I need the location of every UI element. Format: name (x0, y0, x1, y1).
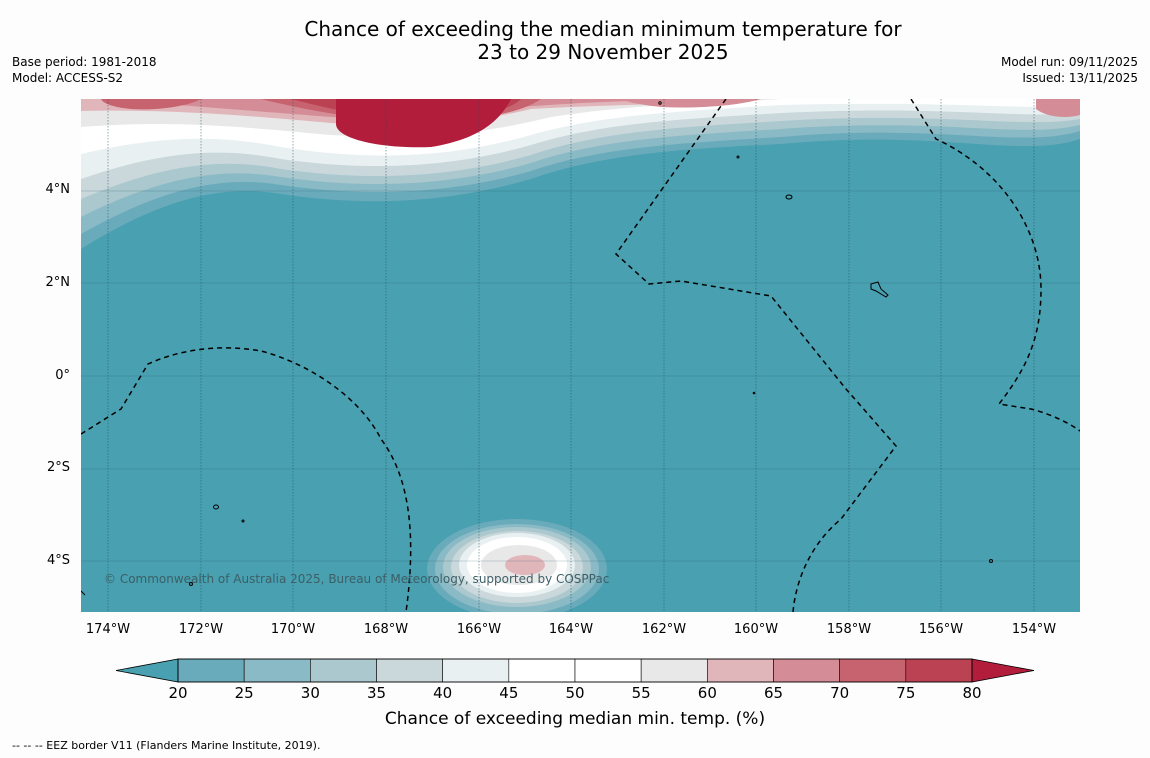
colorbar-tick-label: 40 (433, 684, 453, 702)
colorbar-cell (574, 658, 642, 683)
colorbar-tick-label: 55 (631, 684, 651, 702)
graticule (81, 99, 1080, 612)
eez-legend-note: -- -- -- EEZ border V11 (Flanders Marine… (12, 739, 321, 752)
colorbar-tick-label: 70 (830, 684, 850, 702)
colorbar-tick-label: 50 (565, 684, 585, 702)
colorbar-label: Chance of exceeding median min. temp. (%… (384, 709, 766, 729)
issued-date: Issued: 13/11/2025 (1022, 71, 1138, 85)
warm-anomaly-north (81, 99, 1080, 249)
lat-label-0: 0° (55, 368, 70, 383)
title-line-1: Chance of exceeding the median minimum t… (304, 17, 902, 41)
model-run: Model run: 09/11/2025 (1000, 55, 1138, 69)
base-period: Base period: 1981-2018 (12, 55, 157, 69)
colorbar-cell (707, 658, 774, 683)
eez-borders (81, 99, 1080, 612)
colorbar-tick-label: 60 (697, 684, 717, 702)
colorbar-tick-label: 45 (499, 684, 519, 702)
meta-left: Base period: 1981-2018 Model: ACCESS-S2 (12, 54, 157, 86)
colorbar-cell (640, 658, 708, 683)
lon-label-166w: 166°W (456, 622, 502, 637)
lon-label-168w: 168°W (363, 622, 409, 637)
lon-label-162w: 162°W (641, 622, 687, 637)
lon-label-160w: 160°W (733, 622, 779, 637)
lat-label-2s: 2°S (46, 460, 70, 475)
colorbar-tick-label: 75 (896, 684, 916, 702)
colorbar-cell (839, 658, 907, 683)
colorbar-tick-label: 25 (234, 684, 254, 702)
lon-label-154w: 154°W (1011, 622, 1057, 637)
title-line-2: 23 to 29 November 2025 (477, 40, 729, 64)
colorbar-extend-low (116, 659, 178, 682)
chart-title: Chance of exceeding the median minimum t… (0, 18, 1150, 64)
colorbar-tick-label: 30 (300, 684, 320, 702)
colorbar-cell (177, 658, 245, 683)
lon-label-170w: 170°W (270, 622, 316, 637)
lat-label-4n: 4°N (45, 182, 71, 197)
colorbar-cell (310, 658, 377, 683)
copyright-notice: © Commonwealth of Australia 2025, Bureau… (104, 572, 610, 586)
colorbar-cell (905, 658, 973, 683)
forecast-map[interactable] (81, 99, 1080, 612)
colorbar-tick-label: 35 (366, 684, 387, 702)
islands (81, 101, 993, 596)
lon-label-164w: 164°W (548, 622, 594, 637)
model-name: Model: ACCESS-S2 (12, 71, 124, 85)
lon-label-172w: 172°W (178, 622, 224, 637)
lat-label-4s: 4°S (46, 553, 70, 568)
colorbar-tick-label: 65 (763, 684, 784, 702)
colorbar-cell (376, 658, 443, 683)
colorbar-cell (243, 658, 311, 683)
meta-right: Model run: 09/11/2025 Issued: 13/11/2025 (1001, 54, 1138, 86)
colorbar-cell (773, 658, 840, 683)
warm-anomaly-south (427, 519, 607, 612)
map-canvas (81, 99, 1080, 612)
lon-label-174w: 174°W (85, 622, 131, 637)
lon-label-156w: 156°W (918, 622, 964, 637)
lon-label-158w: 158°W (826, 622, 872, 637)
colorbar-cell (508, 658, 576, 683)
colorbar-tick-label: 20 (168, 684, 188, 702)
lat-label-2n: 2°N (45, 275, 71, 290)
colorbar-cell (442, 658, 510, 683)
colorbar-tick-label: 80 (962, 684, 982, 702)
colorbar (115, 658, 1035, 683)
colorbar-extend-high (972, 659, 1034, 682)
